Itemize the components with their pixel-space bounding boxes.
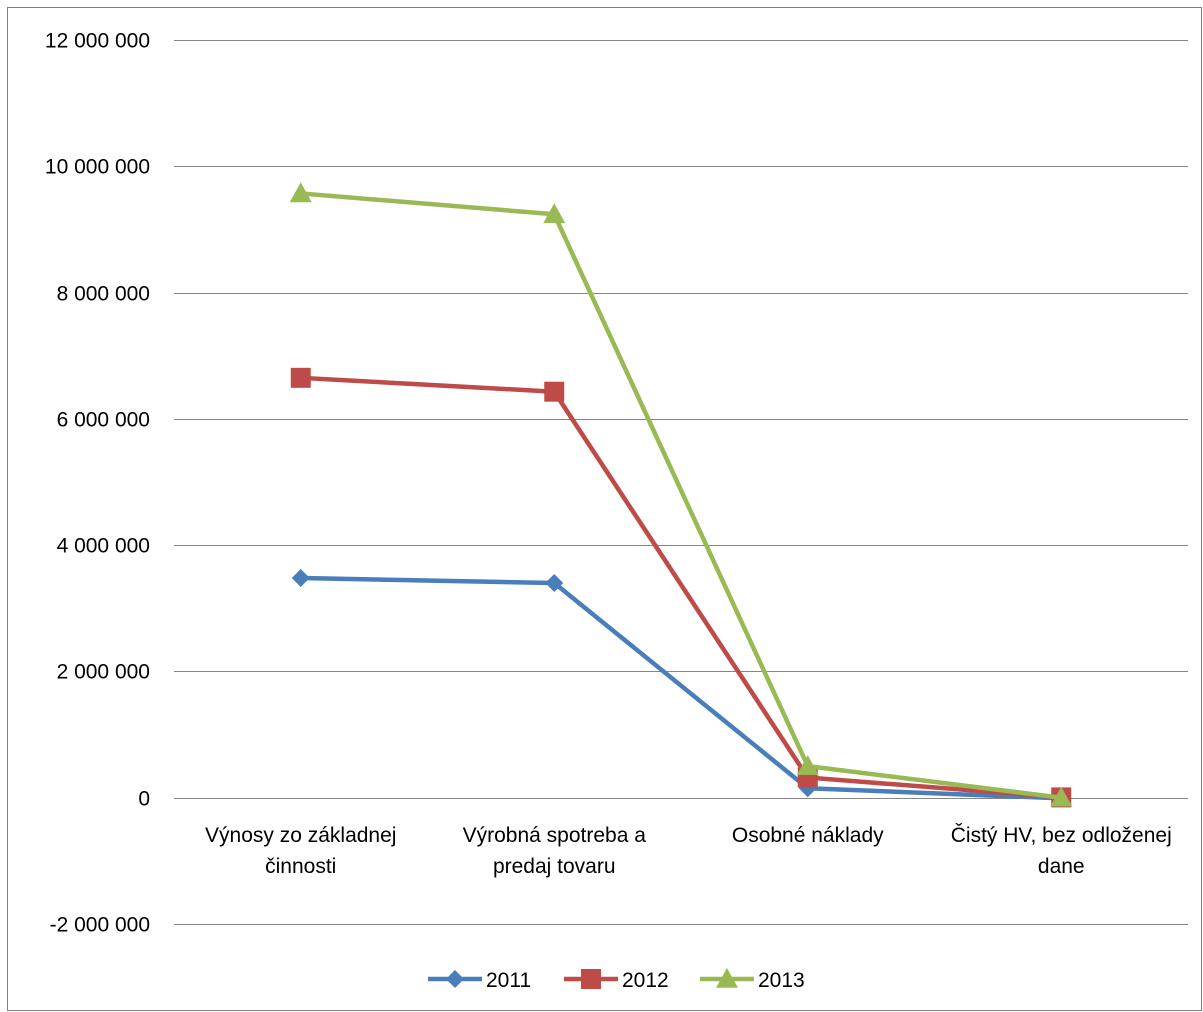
y-tick-label: 6 000 000 (57, 409, 150, 432)
x-category-label: Výnosy zo základnej (205, 824, 396, 847)
data-point (291, 568, 310, 587)
x-category-label: dane (1038, 855, 1085, 878)
data-point (543, 203, 566, 224)
series-2011 (291, 568, 1071, 808)
data-point (545, 574, 564, 593)
legend-label: 2011 (486, 969, 531, 992)
y-tick-label: 4 000 000 (57, 535, 150, 558)
series-line-2013 (300, 191, 1062, 800)
x-category-label: Čistý HV, bez odloženej (951, 824, 1172, 847)
series-2013 (289, 182, 1073, 807)
y-tick-label: 10 000 000 (45, 156, 150, 179)
y-tick-label: 8 000 000 (57, 283, 150, 306)
chart-frame (7, 7, 1202, 1011)
y-tick-label: 12 000 000 (45, 30, 150, 53)
legend: 2011 2012 2013 (428, 968, 805, 992)
y-tick-label: 2 000 000 (57, 661, 150, 684)
legend-item-2011: 2011 (428, 969, 531, 992)
legend-marker (446, 970, 464, 988)
series-2012 (290, 367, 1072, 808)
series-lines (289, 182, 1073, 808)
data-point (289, 182, 312, 203)
gridlines (174, 40, 1188, 925)
x-category-label: Výrobná spotreba a (463, 824, 647, 847)
data-point (544, 381, 565, 402)
series-line-2011 (300, 575, 1062, 801)
legend-item-2013: 2013 (700, 968, 805, 992)
data-point (1050, 786, 1073, 807)
y-axis-tick-labels: -2 000 000 0 2 000 000 4 000 000 6 000 000 8 … (45, 30, 150, 937)
legend-label: 2013 (758, 969, 805, 992)
y-tick-label: -2 000 000 (50, 914, 150, 937)
x-category-label: Osobné náklady (732, 824, 884, 847)
data-point (290, 367, 311, 388)
legend-marker (716, 968, 738, 988)
legend-item-2012: 2012 (564, 969, 669, 992)
legend-marker (581, 969, 601, 989)
series-line-2012 (300, 375, 1062, 800)
y-tick-label: 0 (138, 788, 150, 811)
legend-label: 2012 (622, 969, 669, 992)
x-category-label: predaj tovaru (493, 855, 616, 878)
x-category-label: činnosti (265, 855, 336, 878)
data-point (796, 755, 819, 775)
x-axis-category-labels: Výnosy zo základnej činnosti Výrobná spotr… (205, 824, 1172, 878)
